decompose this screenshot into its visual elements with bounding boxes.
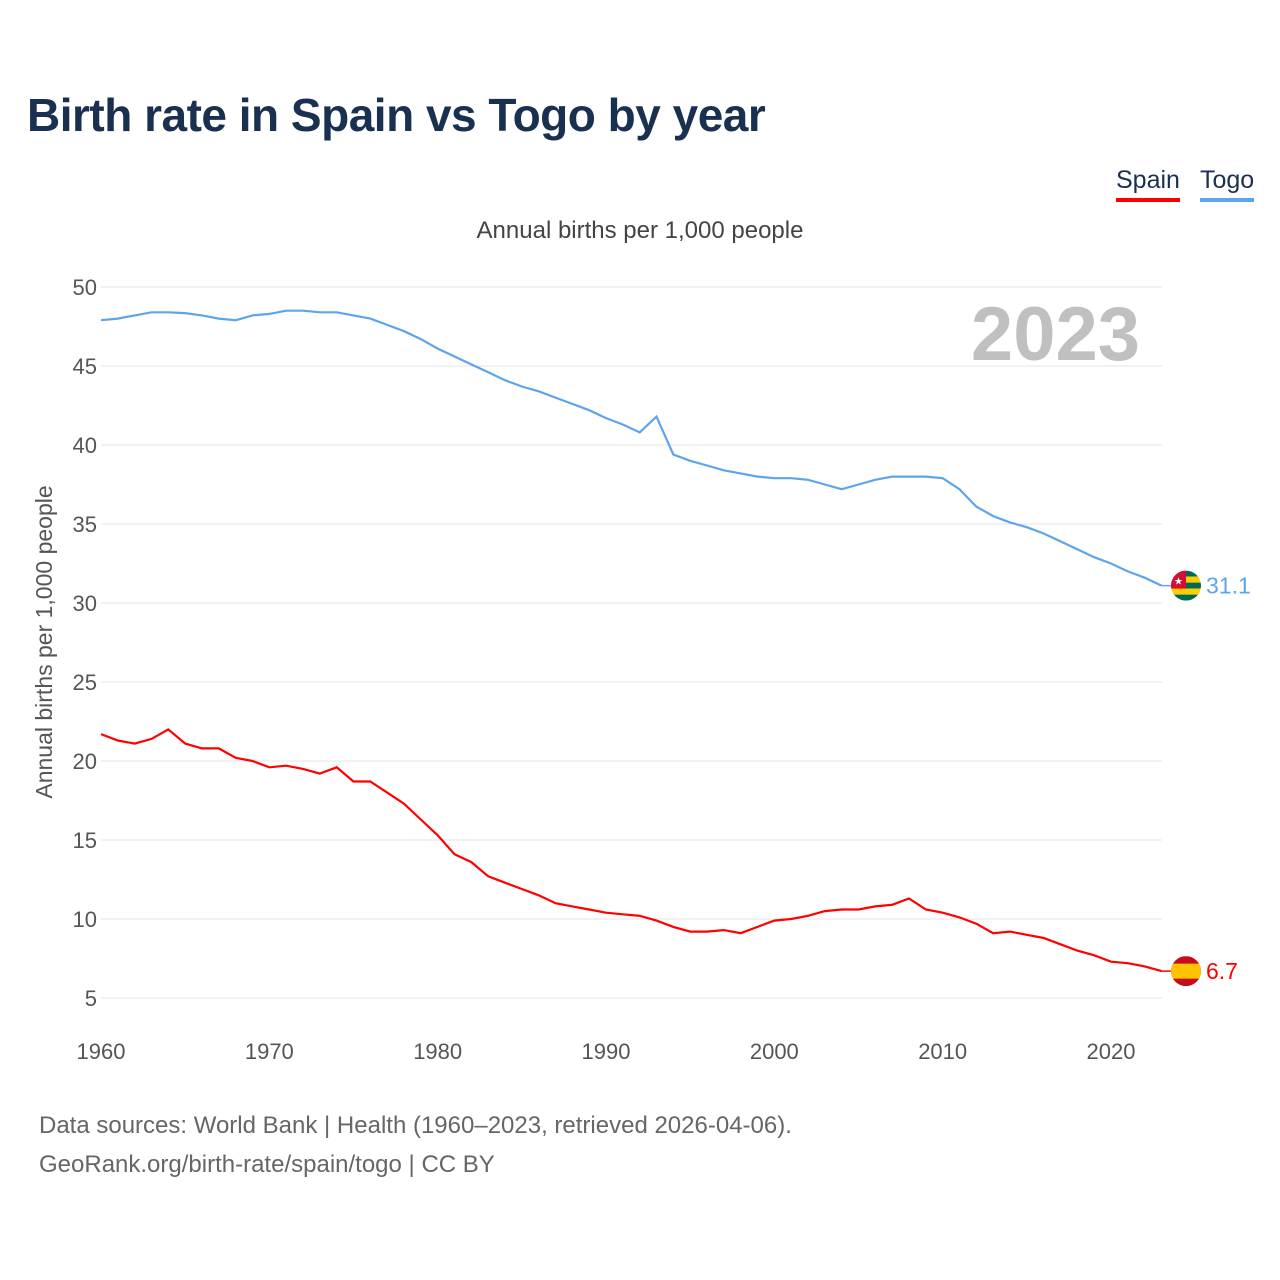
source-line-1: Data sources: World Bank | Health (1960–…	[39, 1112, 792, 1139]
series-line-spain	[100, 728, 1162, 973]
source-note: Data sources: World Bank | Health (1960–…	[39, 1106, 792, 1184]
x-tick-label: 1990	[582, 1039, 631, 1064]
x-tick-label: 1960	[77, 1039, 126, 1064]
y-tick-label: 20	[73, 749, 97, 774]
chart-subtitle: Annual births per 1,000 people	[476, 217, 804, 244]
y-tick-label: 15	[73, 828, 97, 853]
x-tick-label: 2010	[918, 1039, 967, 1064]
y-tick-label: 45	[73, 354, 97, 379]
x-tick-label: 2020	[1087, 1039, 1136, 1064]
svg-text:★: ★	[1174, 577, 1183, 588]
y-tick-label: 5	[85, 986, 97, 1011]
y-tick-label: 25	[73, 670, 97, 695]
series-line-togo	[100, 309, 1162, 587]
x-tick-label: 1980	[413, 1039, 462, 1064]
legend-togo[interactable]: Togo	[1200, 166, 1255, 202]
legend-spain[interactable]: Spain	[1116, 166, 1180, 202]
x-tick-label: 1970	[245, 1039, 294, 1064]
x-tick-label: 2000	[750, 1039, 799, 1064]
y-tick-label: 50	[73, 275, 97, 300]
end-value-label: 31.1	[1206, 573, 1251, 599]
end-value-label: 6.7	[1206, 958, 1238, 984]
y-axis-label: Annual births per 1,000 people	[31, 485, 57, 798]
year-label: 2023	[971, 292, 1140, 377]
y-tick-label: 10	[73, 907, 97, 932]
togo-flag-icon: ★	[1171, 570, 1201, 601]
y-tick-label: 40	[73, 433, 97, 458]
spain-flag-icon	[1171, 956, 1201, 987]
chart-title: Birth rate in Spain vs Togo by year	[27, 89, 766, 141]
y-tick-label: 35	[73, 512, 97, 537]
source-line-2[interactable]: GeoRank.org/birth-rate/spain/togo | CC B…	[39, 1151, 495, 1178]
y-tick-label: 30	[73, 591, 97, 616]
plot-area: 5 10 15 20 25 30 35 40 45 50 1960 1970 1980 1990 2000 2…	[31, 275, 1251, 1064]
